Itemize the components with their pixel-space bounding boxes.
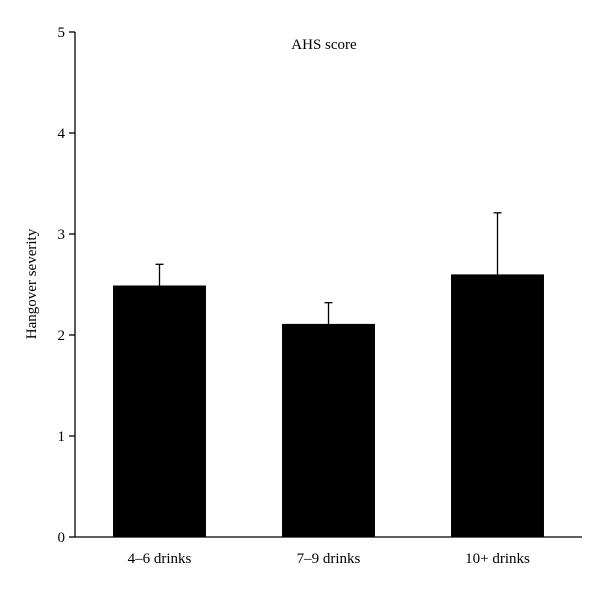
x-tick-label-1: 7–9 drinks [297,551,361,567]
y-tick-label-4: 4 [58,126,66,142]
chart-title: AHS score [291,37,357,53]
error-bars [155,212,502,324]
y-tick-label-3: 3 [58,227,66,243]
x-tick-label-0: 4–6 drinks [128,551,192,567]
x-tick-label-2: 10+ drinks [465,551,530,567]
bar-0 [113,285,206,537]
y-tick-label-2: 2 [58,328,66,344]
bar-1 [282,323,375,537]
bar-2 [451,274,544,537]
y-tick-label-5: 5 [58,25,66,41]
bars [113,274,544,537]
y-axis-label: Hangover severity [24,228,40,339]
x-axis-labels: 4–6 drinks 7–9 drinks 10+ drinks [128,551,530,567]
y-axis-ticks: 0 1 2 3 4 5 [58,25,75,546]
y-tick-label-0: 0 [58,530,66,546]
y-tick-label-1: 1 [58,429,66,445]
